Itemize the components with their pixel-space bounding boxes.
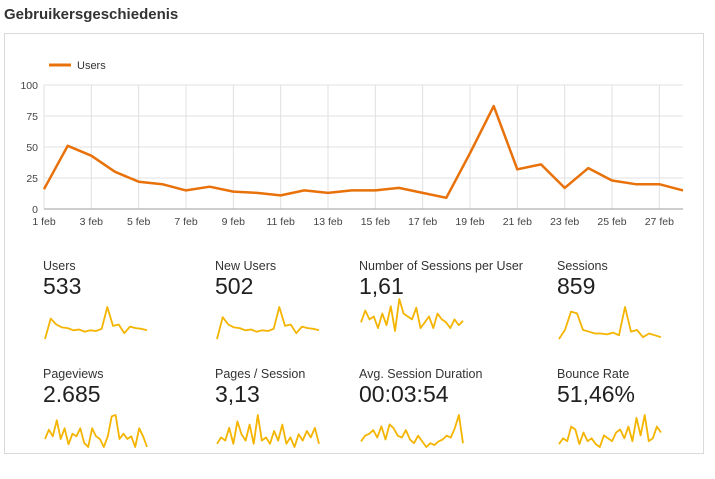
legend-label: Users — [77, 60, 106, 72]
data-point — [135, 178, 143, 186]
y-tick-label: 25 — [26, 173, 38, 185]
data-point — [206, 183, 214, 191]
data-point — [371, 186, 379, 194]
data-point — [253, 189, 261, 197]
sparkline — [558, 414, 662, 448]
metric-label: Users — [43, 259, 76, 273]
sparkline-path — [216, 306, 320, 340]
data-point — [64, 142, 72, 150]
sparkline-path — [360, 414, 464, 448]
metric-value: 51,46% — [557, 381, 636, 407]
sparkline-path — [44, 306, 148, 340]
y-tick-label: 0 — [32, 204, 38, 216]
sparkline — [360, 298, 464, 332]
sparkline — [216, 306, 320, 340]
data-point — [229, 188, 237, 196]
metric-label: Sessions — [557, 259, 608, 273]
data-point — [442, 194, 450, 202]
x-tick-label: 13 feb — [313, 216, 342, 228]
data-point — [348, 186, 356, 194]
data-point — [395, 184, 403, 192]
metric-label: Number of Sessions per User — [359, 259, 523, 273]
y-tick-label: 100 — [20, 80, 38, 92]
x-tick-label: 21 feb — [503, 216, 532, 228]
metric-label: New Users — [215, 259, 277, 273]
sparkline — [558, 306, 662, 340]
y-tick-label: 50 — [26, 142, 38, 154]
metric-label: Bounce Rate — [557, 367, 630, 381]
metric-value: 3,13 — [215, 381, 260, 407]
data-point — [490, 102, 498, 110]
data-point — [561, 184, 569, 192]
page-title: Gebruikersgeschiedenis — [4, 6, 179, 23]
x-tick-label: 7 feb — [174, 216, 198, 228]
sparkline-path — [360, 298, 464, 332]
data-point — [87, 152, 95, 160]
user-history-card: 0 25 50 75 100 1 feb 3 feb 5 feb 7 feb 9 feb 11 fe… — [4, 33, 704, 454]
data-point — [655, 180, 663, 188]
data-point — [111, 168, 119, 176]
data-point — [324, 189, 332, 197]
data-point — [513, 165, 521, 173]
metric-label: Pageviews — [43, 367, 104, 381]
metric-value: 502 — [215, 273, 254, 299]
metric-value: 533 — [43, 273, 82, 299]
x-tick-label: 25 feb — [597, 216, 626, 228]
data-point — [40, 185, 48, 193]
x-tick-label: 11 feb — [266, 216, 295, 228]
data-point — [158, 180, 166, 188]
data-point — [632, 180, 640, 188]
metric-value: 1,61 — [359, 273, 404, 299]
x-tick-label: 3 feb — [80, 216, 104, 228]
data-point — [679, 186, 687, 194]
x-tick-label: 15 feb — [361, 216, 390, 228]
x-tick-label: 1 feb — [32, 216, 56, 228]
x-tick-label: 19 feb — [455, 216, 484, 228]
sparkline — [360, 414, 464, 448]
series-line-users — [42, 104, 684, 200]
data-point — [277, 191, 285, 199]
data-point — [584, 164, 592, 172]
metric-value: 859 — [557, 273, 596, 299]
data-point — [419, 189, 427, 197]
metric-label: Avg. Session Duration — [359, 367, 483, 381]
sparkline — [44, 306, 148, 340]
sparkline-path — [44, 414, 148, 448]
sparkline-path — [558, 414, 662, 448]
x-tick-label: 17 feb — [408, 216, 437, 228]
metric-value: 00:03:54 — [359, 381, 449, 407]
metric-value: 2.685 — [43, 381, 101, 407]
data-point — [182, 186, 190, 194]
x-tick-label: 27 feb — [645, 216, 674, 228]
x-tick-label: 5 feb — [127, 216, 151, 228]
users-line-chart[interactable]: 0 25 50 75 100 1 feb 3 feb 5 feb 7 feb 9 feb 11 fe… — [5, 34, 703, 249]
metric-label: Pages / Session — [215, 367, 306, 381]
data-point — [537, 160, 545, 168]
sparkline — [216, 414, 320, 448]
data-point — [608, 176, 616, 184]
x-tick-label: 9 feb — [222, 216, 246, 228]
x-tick-label: 23 feb — [550, 216, 579, 228]
data-point — [466, 149, 474, 157]
sparkline — [44, 414, 148, 448]
sparkline-path — [558, 306, 662, 340]
sparkline-path — [216, 414, 320, 448]
y-tick-label: 75 — [26, 111, 38, 123]
data-point — [300, 186, 308, 194]
